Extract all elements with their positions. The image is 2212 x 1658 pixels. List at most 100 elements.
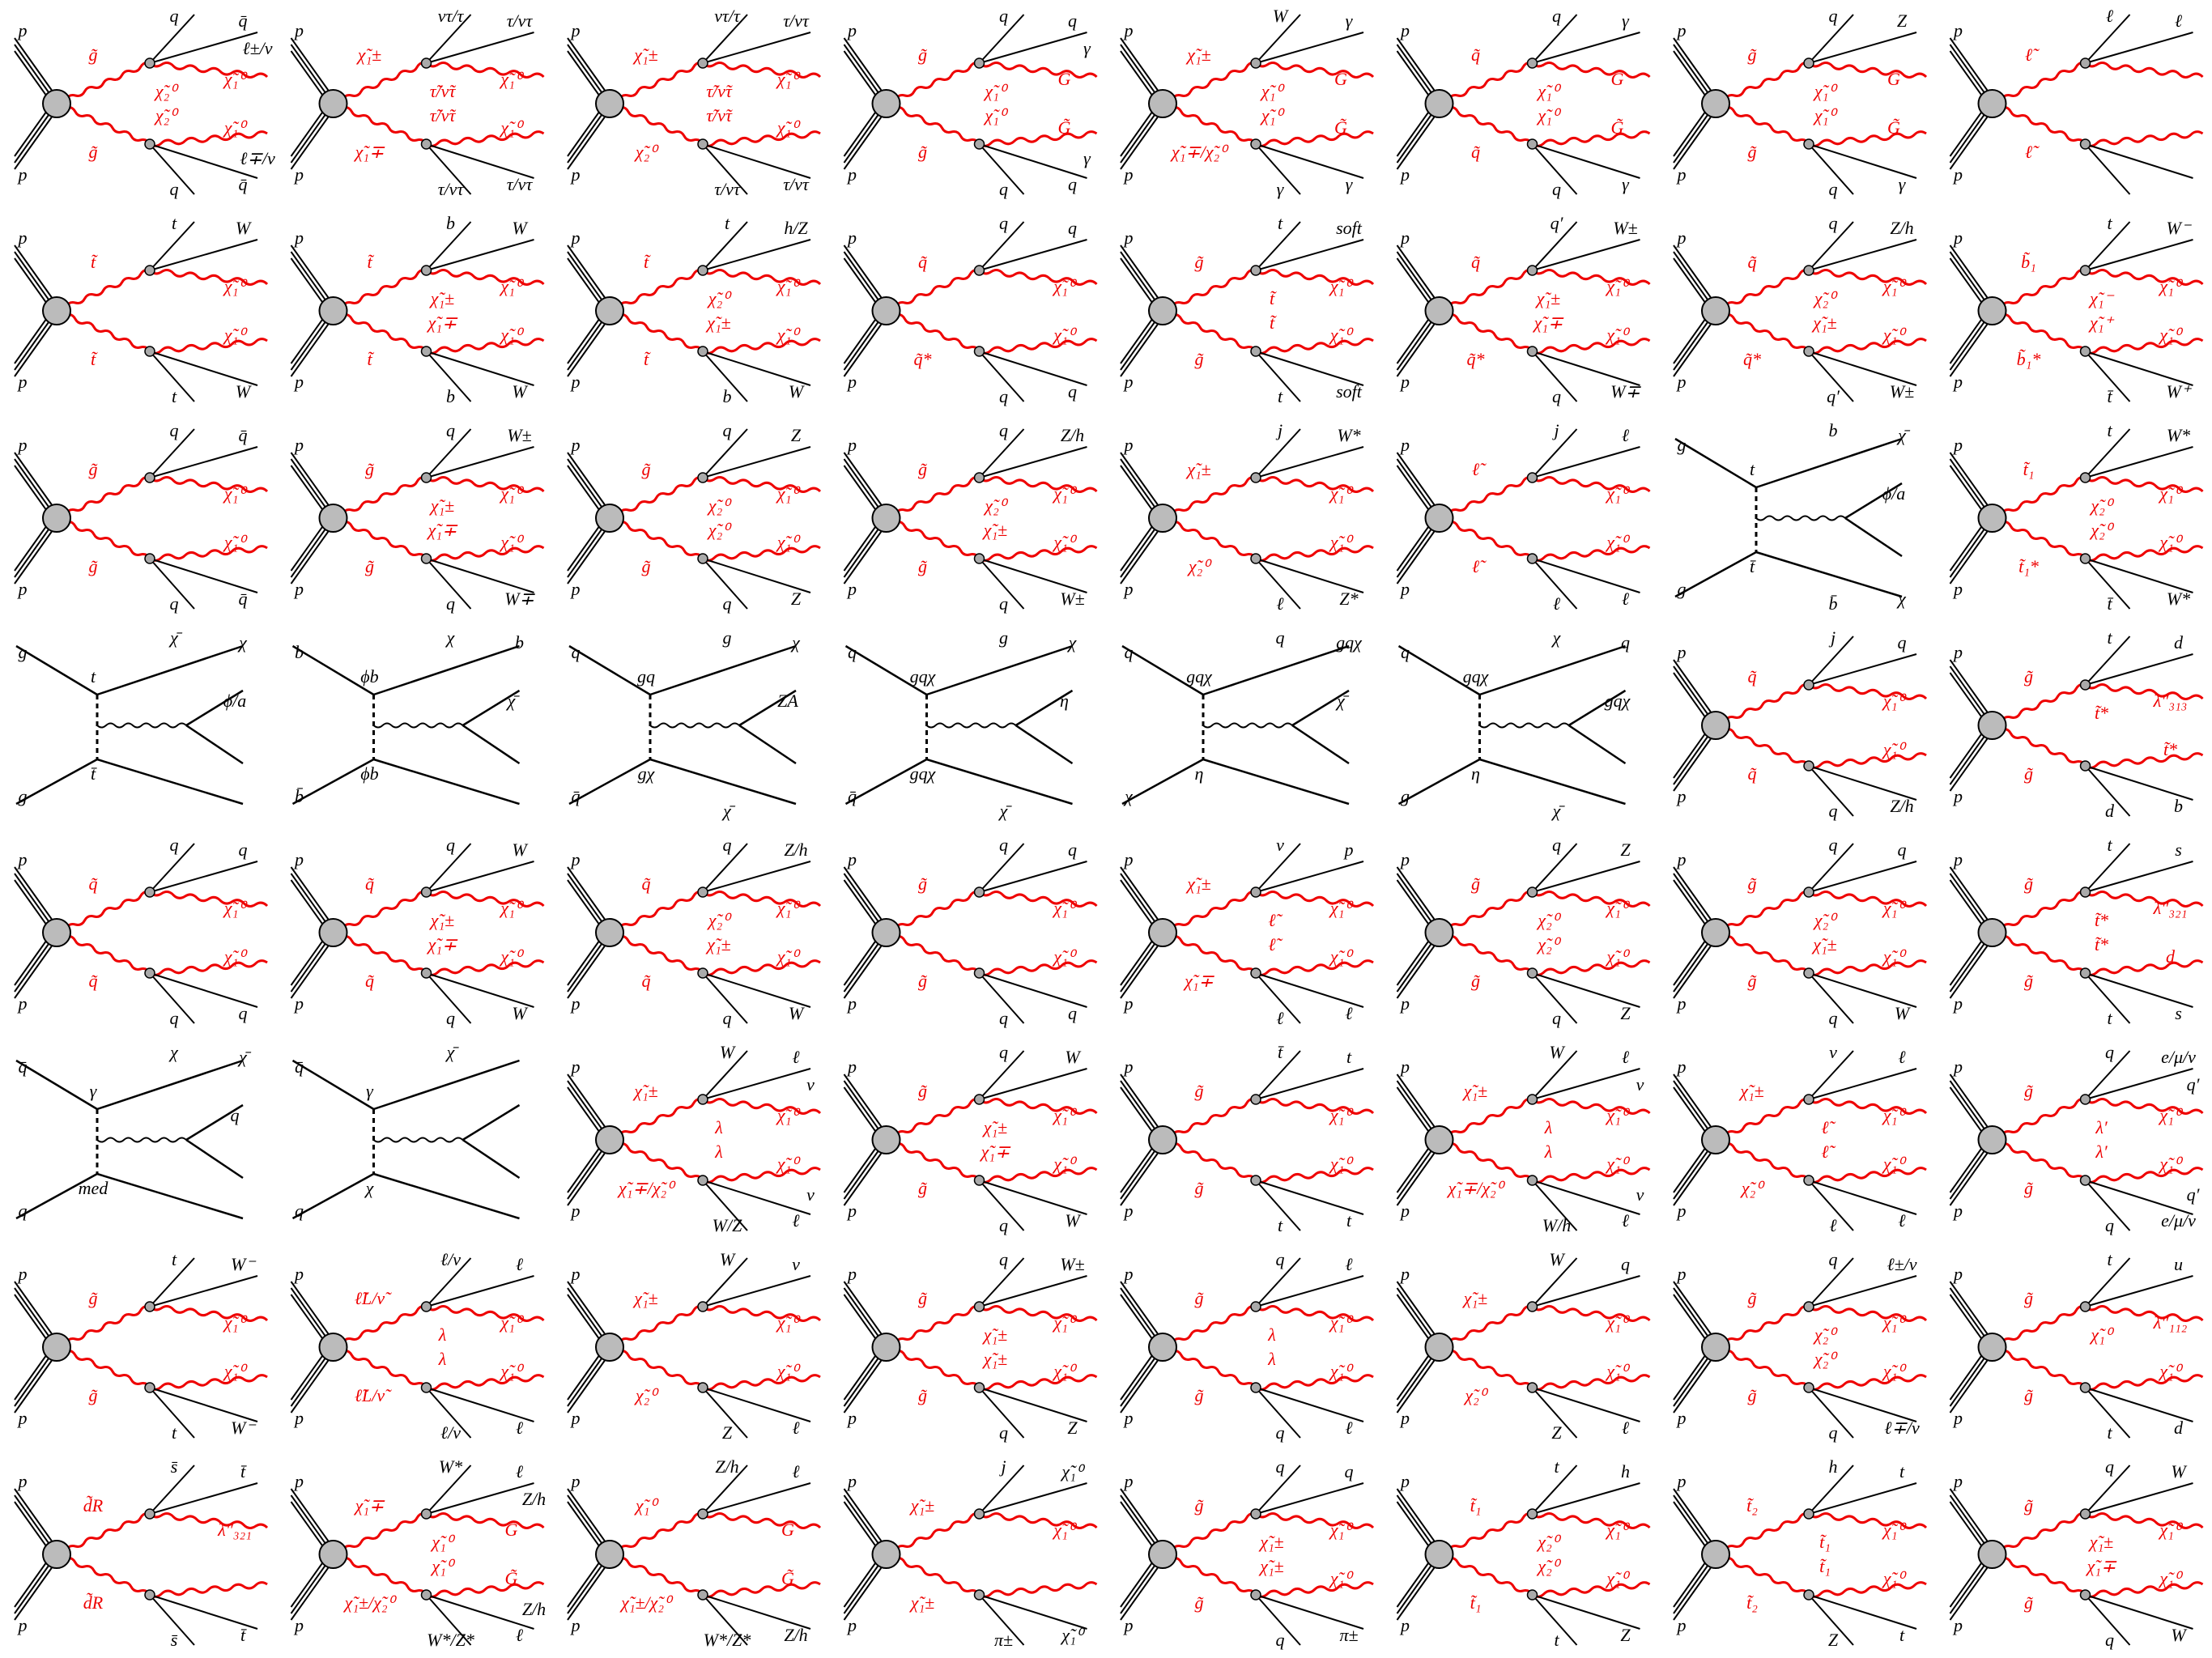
vertex xyxy=(422,1383,432,1392)
particle-line xyxy=(980,1276,1087,1307)
particle-line xyxy=(16,1061,97,1109)
particle-label: d xyxy=(2105,801,2115,821)
proton-line xyxy=(844,1074,887,1133)
feynman-diagram: ppχ̃₁⁰χ̃₁±/χ̃₂⁰Z/hℓG̃W*/Z*Z/hG̃ xyxy=(568,1456,820,1650)
proton-line xyxy=(1674,732,1716,791)
lsp-line xyxy=(2086,478,2203,492)
particle-label: χ̃₁⁰ xyxy=(776,325,801,345)
particle-label: t̃₁ xyxy=(1819,1556,1831,1576)
lsp-line xyxy=(703,1307,820,1321)
vertex xyxy=(2081,1509,2091,1519)
feynman-diagram: ppg̃g̃qℓχ̃₁⁰qℓχ̃₁⁰λλ xyxy=(1121,1249,1373,1443)
particle-label: g̃ xyxy=(89,142,98,162)
particle-label: χ̃₁⁰ xyxy=(1329,1568,1354,1588)
vertex xyxy=(1528,1175,1538,1185)
vertex xyxy=(1528,266,1538,275)
particle-label: p xyxy=(1952,1056,1963,1077)
feynman-diagram: ppχ̃₁±χ̃₂⁰νℓχ̃₁⁰ℓℓχ̃₁⁰ℓ̃ℓ̃ xyxy=(1674,1042,1926,1235)
particle-line xyxy=(1399,759,1480,804)
proton-line xyxy=(1950,1074,1993,1133)
particle-label: q̃ xyxy=(918,252,927,272)
particle-line xyxy=(2086,32,2193,63)
proton-line xyxy=(291,1354,334,1413)
feynman-diagram: ppχ̃₁±χ̃₂⁰Wνχ̃₁⁰Zℓχ̃₁⁰ xyxy=(568,1249,820,1443)
vertex xyxy=(698,1509,708,1519)
particle-label: χ̃₂⁰ xyxy=(707,288,732,308)
particle-label: η xyxy=(1060,691,1069,711)
proton-line xyxy=(1950,245,1993,304)
particle-label: e/μ/ν xyxy=(2161,1047,2196,1067)
vertex xyxy=(145,1383,155,1392)
particle-label: ℓ̃ xyxy=(1821,1117,1836,1137)
particle-label: g xyxy=(1678,579,1687,599)
feynman-diagram: ppg̃g̃qq̄χ̃₁⁰qq̄χ̃₁⁰ xyxy=(15,420,267,614)
particle-label: G̃ xyxy=(1334,117,1347,138)
particle-label: W xyxy=(1549,1042,1565,1062)
particle-label: Z/h xyxy=(1061,425,1084,445)
particle-label: q̃ xyxy=(89,971,98,991)
vertex xyxy=(1251,346,1261,356)
particle-line xyxy=(427,1483,534,1514)
vertex xyxy=(1251,887,1261,897)
particle-label: λ″₁₁₂ xyxy=(2153,1312,2188,1333)
vertex xyxy=(1528,887,1538,897)
vertex xyxy=(2081,58,2091,68)
particle-label: λ xyxy=(1544,1117,1553,1137)
particle-label: W∓ xyxy=(504,589,535,609)
particle-line xyxy=(150,1483,257,1514)
particle-label: χ̃₁±/χ̃₂⁰ xyxy=(343,1592,398,1613)
sparticle-line xyxy=(610,1514,703,1555)
particle-label: χ̃₁⁰ xyxy=(983,81,1008,101)
particle-label: Z/h xyxy=(784,840,807,860)
vertex xyxy=(1528,554,1538,563)
particle-label: χ̃₁⁰ xyxy=(1605,1568,1630,1588)
interaction-blob xyxy=(873,919,900,946)
particle-label: W xyxy=(512,218,528,238)
lsp-line xyxy=(427,546,544,561)
particle-label: χ̃₁⁰ xyxy=(1329,1361,1354,1381)
particle-label: ℓ xyxy=(1276,593,1284,614)
sparticle-line xyxy=(610,311,703,351)
interaction-blob xyxy=(1149,297,1176,325)
proton-line xyxy=(15,1489,57,1548)
lsp-line xyxy=(703,63,820,78)
particle-label: g̃ xyxy=(1748,142,1757,162)
particle-label: q xyxy=(999,386,1008,406)
particle-label: g̃ xyxy=(2024,763,2033,784)
sparticle-line xyxy=(610,892,703,933)
sparticle-line xyxy=(1440,63,1533,104)
particle-label: p xyxy=(1399,1408,1410,1428)
particle-label: χ̃₁± xyxy=(429,910,454,930)
particle-label: gq xyxy=(637,666,655,687)
sparticle-line xyxy=(1716,104,1809,144)
particle-label: ϕ/a xyxy=(1882,483,1906,504)
interaction-blob xyxy=(1149,90,1176,117)
particle-label: t xyxy=(2107,627,2112,648)
lsp-line xyxy=(703,1583,820,1597)
vertex xyxy=(422,266,432,275)
particle-label: χ̃₁∓ xyxy=(427,934,458,954)
particle-label: χ̃₁⁰ xyxy=(1536,105,1561,125)
particle-label: χ̃₁± xyxy=(982,1324,1007,1345)
particle-label: q xyxy=(170,593,179,614)
sparticle-line xyxy=(57,518,150,559)
particle-label: q xyxy=(999,1422,1008,1443)
proton-line xyxy=(15,1354,57,1413)
particle-label: W* xyxy=(2167,425,2190,445)
proton-line xyxy=(291,245,334,304)
sparticle-line xyxy=(57,478,150,519)
particle-label: g̃ xyxy=(642,556,651,576)
particle-label: q xyxy=(723,420,732,440)
particle-label: g̃ xyxy=(89,45,98,65)
particle-label: g̃ xyxy=(1748,874,1757,894)
vertex xyxy=(2081,680,2091,690)
particle-label: q′ xyxy=(1827,386,1840,406)
particle-label: ZA xyxy=(777,691,798,711)
particle-label: g̃ xyxy=(2024,666,2033,687)
lsp-line xyxy=(703,546,820,561)
interaction-blob xyxy=(596,1126,623,1154)
particle-label: τ/ντ xyxy=(507,174,534,194)
particle-label: W xyxy=(236,381,252,402)
lsp-line xyxy=(2086,1514,2203,1528)
particle-label: χ̃₂⁰ xyxy=(1813,910,1838,930)
